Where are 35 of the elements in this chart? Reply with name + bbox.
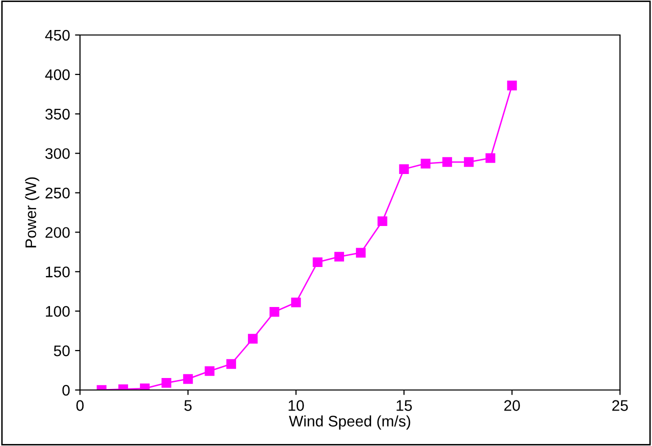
x-tick-label: 20 <box>504 400 520 411</box>
point <box>270 307 280 317</box>
point <box>464 157 474 167</box>
point <box>356 248 366 258</box>
y-tick-label: 0 <box>62 384 70 396</box>
y-tick-label: 50 <box>54 345 70 356</box>
point <box>507 80 517 90</box>
point <box>334 252 344 262</box>
point <box>442 157 452 167</box>
x-tick-label: 25 <box>612 400 628 411</box>
point <box>291 298 301 308</box>
point <box>226 359 236 369</box>
y-tick-label: 100 <box>46 306 70 317</box>
y-tick-label: 250 <box>46 188 70 198</box>
y-tick-label: 450 <box>45 30 70 41</box>
point <box>399 164 409 174</box>
point <box>420 158 430 168</box>
point <box>378 216 388 226</box>
point <box>248 334 258 344</box>
x-axis-title: Wind Speed (m/s) <box>288 415 410 430</box>
x-tick-label: 0 <box>76 400 84 411</box>
point <box>312 257 322 268</box>
point <box>183 374 193 384</box>
y-tick-label: 150 <box>46 266 70 278</box>
point <box>204 366 214 376</box>
y-tick-label: 350 <box>45 108 70 120</box>
y-axis-title: Power (W) <box>24 177 40 248</box>
x-tick-label: 5 <box>184 400 192 411</box>
x-tick-label: 15 <box>396 400 412 411</box>
y-tick-label: 200 <box>46 227 70 238</box>
point <box>162 378 172 388</box>
x-tick-label: 10 <box>288 400 304 411</box>
point <box>486 153 496 163</box>
y-tick-label: 300 <box>45 148 70 160</box>
y-tick-label: 400 <box>45 69 70 80</box>
